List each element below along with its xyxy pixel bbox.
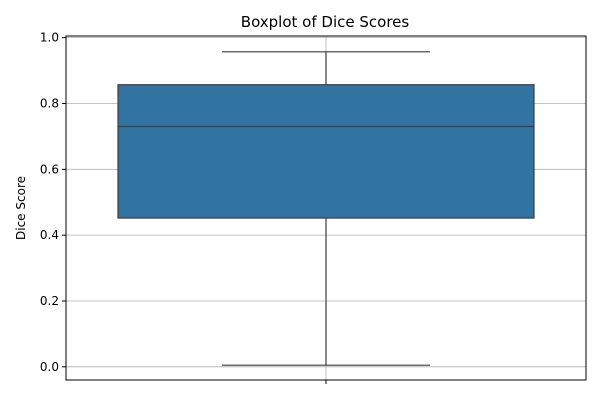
y-tick-label: 0.2 (40, 294, 59, 308)
y-tick-label: 1.0 (40, 31, 59, 45)
box-plot (117, 51, 535, 366)
plot-frame (65, 35, 587, 381)
y-tick-label: 0.4 (40, 228, 59, 242)
y-tick-label: 0.6 (40, 162, 59, 176)
axes: 0.0 0.2 0.4 0.6 0.8 1.0 (40, 31, 587, 384)
y-axis-label: Dice Score (14, 176, 28, 240)
chart-title: Boxplot of Dice Scores (241, 13, 410, 31)
iqr-box (117, 84, 535, 219)
y-tick-label: 0.0 (40, 360, 59, 374)
y-tick-label: 0.8 (40, 96, 59, 110)
